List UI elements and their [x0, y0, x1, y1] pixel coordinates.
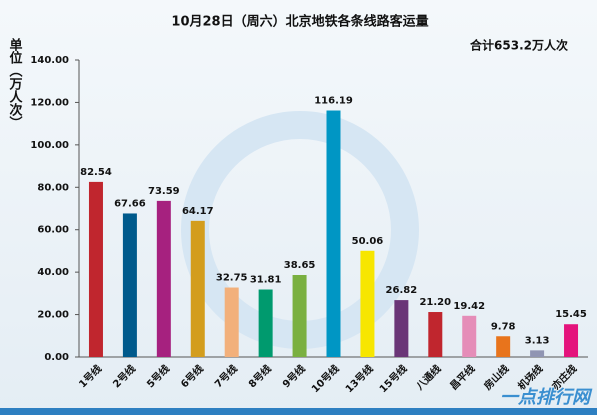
- y-tick-label: 60.00: [37, 225, 69, 236]
- chart-subtitle: 合计653.2万人次: [470, 38, 568, 53]
- bar: [496, 336, 511, 357]
- bar: [530, 350, 545, 357]
- y-tick-label: 140.00: [30, 55, 69, 66]
- bar: [88, 181, 103, 357]
- data-label: 32.75: [216, 273, 248, 284]
- y-tick-label: 40.00: [37, 267, 69, 278]
- y-tick-label: 0.00: [44, 352, 69, 363]
- y-tick-label: 120.00: [30, 97, 69, 108]
- data-label: 82.54: [80, 167, 112, 178]
- data-label: 15.45: [555, 309, 587, 320]
- bar: [190, 220, 205, 357]
- chart-title: 10月28日（周六）北京地铁各条线路客运量: [171, 14, 428, 30]
- bar: [462, 315, 477, 357]
- bar: [428, 312, 443, 357]
- y-tick-label: 20.00: [37, 310, 69, 321]
- y-axis-label: 单位（万人次）: [7, 37, 24, 129]
- data-label: 21.20: [419, 297, 451, 308]
- data-label: 64.17: [182, 206, 214, 217]
- data-label: 31.81: [250, 275, 282, 286]
- bar: [258, 289, 273, 357]
- data-label: 26.82: [386, 285, 418, 296]
- data-label: 116.19: [314, 96, 353, 107]
- bar: [122, 213, 137, 357]
- data-label: 3.13: [525, 335, 550, 346]
- bar: [394, 300, 409, 357]
- data-label: 73.59: [148, 186, 180, 197]
- watermark: 一点排行网: [500, 387, 593, 408]
- data-label: 9.78: [491, 321, 516, 332]
- data-label: 38.65: [284, 260, 316, 271]
- bar: [360, 250, 375, 357]
- data-label: 19.42: [453, 301, 485, 312]
- bar: [326, 110, 341, 357]
- data-label: 50.06: [352, 236, 384, 247]
- bottom-band: [0, 408, 597, 415]
- bar: [564, 324, 579, 357]
- data-label: 67.66: [114, 198, 146, 209]
- bar: [224, 287, 239, 357]
- y-tick-label: 80.00: [37, 182, 69, 193]
- y-tick-label: 100.00: [30, 140, 69, 151]
- bar: [292, 275, 307, 357]
- bar: [156, 200, 171, 357]
